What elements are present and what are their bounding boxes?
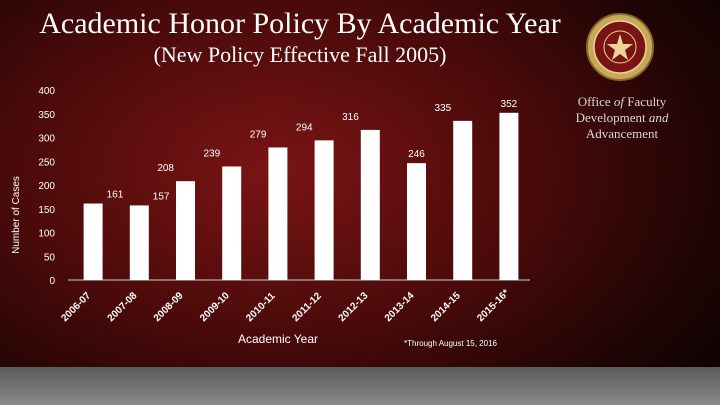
x-tick-label: 2010-11 [244, 290, 278, 324]
y-tick-label: 300 [38, 134, 55, 145]
x-tick-label: 2014-15 [429, 290, 463, 324]
bar [129, 205, 149, 280]
x-axis-label: Academic Year [238, 332, 318, 346]
data-label: 208 [157, 163, 174, 174]
y-tick-label: 350 [38, 110, 55, 121]
y-tick-label: 0 [49, 276, 55, 287]
bar [222, 166, 242, 280]
y-tick-label: 100 [38, 229, 55, 240]
data-label: 316 [342, 112, 359, 123]
x-tick-label: 2013-14 [383, 290, 417, 324]
bar [499, 112, 519, 280]
university-seal-icon [585, 12, 655, 82]
data-label: 239 [204, 148, 221, 159]
data-label: 279 [250, 129, 267, 140]
bar [407, 163, 426, 280]
x-tick-label: 2015-16* [475, 288, 512, 325]
y-tick-label: 200 [38, 181, 55, 192]
bar [360, 129, 380, 280]
x-tick-label: 2011-12 [290, 290, 324, 324]
x-tick-label: 2007-08 [106, 290, 140, 324]
data-label: 352 [501, 99, 518, 110]
bar [268, 147, 288, 280]
y-tick-label: 250 [38, 157, 55, 168]
data-label: 161 [107, 190, 124, 201]
bar [314, 140, 334, 280]
bar [176, 181, 195, 280]
bottom-band [0, 367, 720, 405]
office-line-2: Development and [575, 110, 669, 125]
data-label: 246 [408, 149, 425, 160]
page-subtitle: (New Policy Effective Fall 2005) [153, 42, 447, 67]
x-tick-label: 2009-10 [198, 290, 232, 324]
bar [83, 203, 103, 280]
office-line-1: Office of Faculty [577, 94, 667, 109]
x-tick-label: 2012-13 [337, 290, 371, 324]
y-axis-label: Number of Cases [11, 176, 22, 254]
x-tick-label: 2006-07 [59, 290, 93, 324]
page-title: Academic Honor Policy By Academic Year [39, 7, 561, 40]
office-name: Office of Faculty Development and Advanc… [552, 94, 692, 142]
y-tick-label: 50 [44, 252, 56, 263]
footnote: *Through August 15, 2016 [404, 339, 497, 348]
office-line-3: Advancement [585, 126, 659, 141]
y-tick-label: 150 [38, 205, 55, 216]
y-tick-label: 400 [38, 86, 55, 97]
bar [453, 120, 473, 280]
data-label: 335 [435, 103, 452, 114]
data-label: 157 [153, 191, 170, 202]
data-label: 294 [296, 122, 313, 133]
x-tick-label: 2008-09 [152, 290, 186, 324]
